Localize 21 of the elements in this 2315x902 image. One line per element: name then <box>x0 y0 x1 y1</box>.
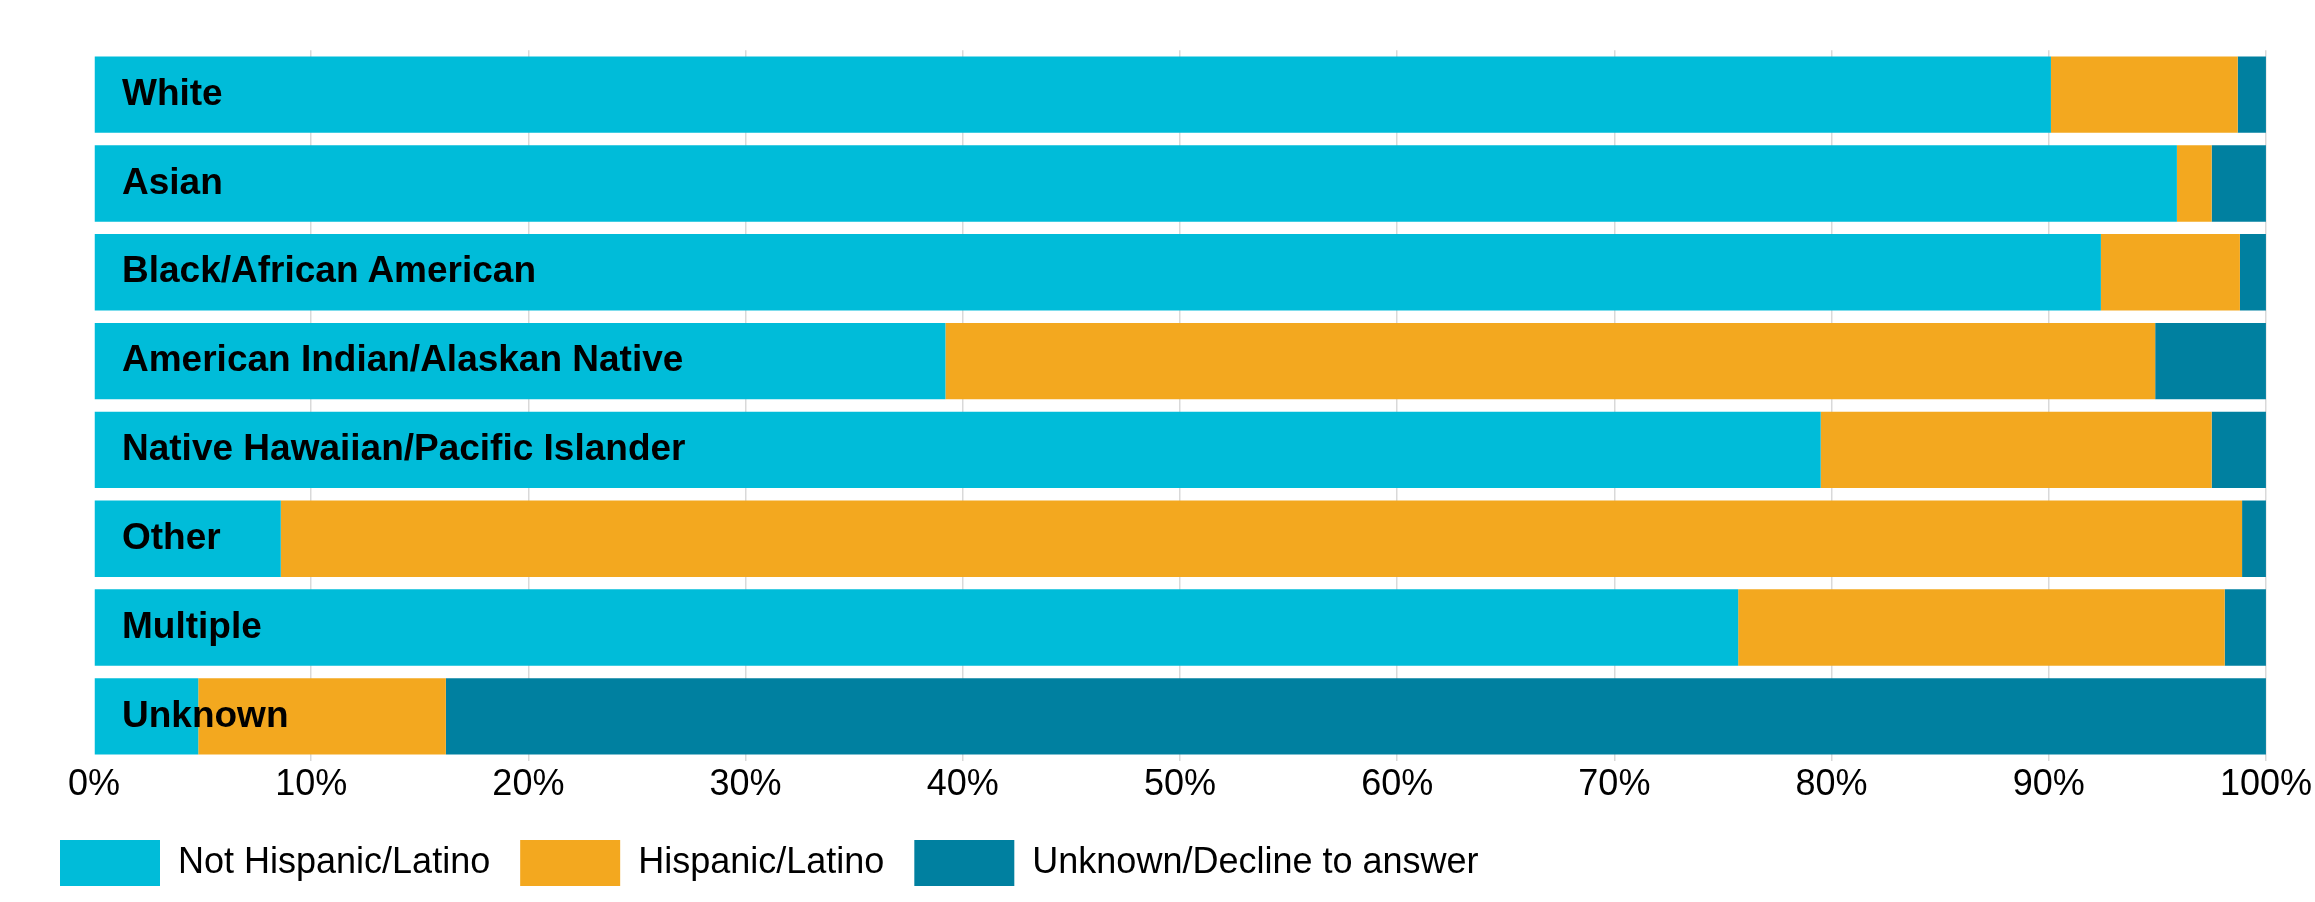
y-tick-label: Native Hawaiian/Pacific Islander <box>122 427 686 469</box>
y-tick-label: Other <box>122 515 221 557</box>
x-tick-label: 100% <box>2219 762 2312 804</box>
y-tick-label: Asian <box>122 160 223 202</box>
x-tick-label: 10% <box>275 762 348 804</box>
y-tick-label: Black/African American <box>122 249 537 291</box>
x-tick-label: 0% <box>67 762 121 804</box>
legend-label: Hispanic/Latino <box>638 839 885 881</box>
x-tick-label: 50% <box>1143 762 1217 804</box>
legend-label: Unknown/Decline to answer <box>1032 839 1479 881</box>
x-tick-label: 40% <box>926 762 999 804</box>
x-tick-label: 30% <box>709 762 782 804</box>
y-tick-label: Multiple <box>122 604 262 646</box>
y-tick-label: American Indian/Alaskan Native <box>122 338 684 380</box>
x-tick-label: 20% <box>492 762 565 804</box>
legend-label: Not Hispanic/Latino <box>178 839 491 881</box>
x-tick-label: 70% <box>1578 762 1651 804</box>
x-tick-label: 60% <box>1361 762 1434 804</box>
x-tick-label: 90% <box>2012 762 2085 804</box>
x-tick-label: 80% <box>1795 762 1868 804</box>
y-tick-label: White <box>122 71 223 113</box>
